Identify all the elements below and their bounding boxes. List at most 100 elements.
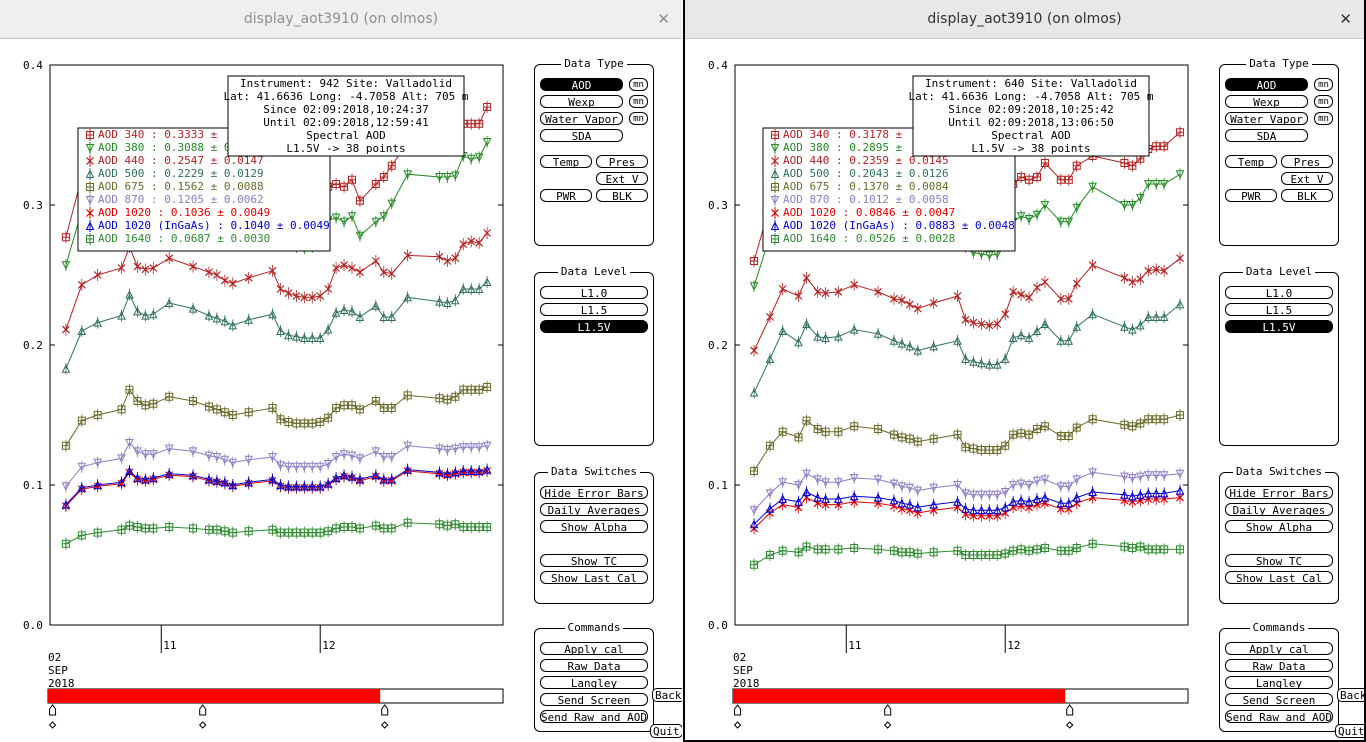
pres-button[interactable]: Pres: [1281, 155, 1333, 168]
data-point: [348, 401, 356, 410]
data-point: [850, 280, 859, 289]
data-point: [435, 467, 444, 477]
pwr-button[interactable]: PWR: [540, 189, 592, 202]
show-alpha-button[interactable]: Show Alpha: [540, 520, 648, 533]
level-l15[interactable]: L1.5: [1225, 303, 1333, 316]
aod-mn-button[interactable]: mn: [629, 78, 648, 91]
send-screen-button[interactable]: Send Screen: [540, 693, 648, 706]
back-button[interactable]: Back: [652, 688, 682, 702]
series-line: [753, 257, 1181, 351]
level-l10[interactable]: L1.0: [540, 286, 648, 299]
show-last-cal-button[interactable]: Show Last Cal: [1225, 571, 1333, 584]
data-point: [244, 273, 253, 282]
wexp-mn-button[interactable]: mn: [1314, 95, 1333, 108]
data-point: [284, 330, 293, 340]
window-titlebar[interactable]: display_aot3910 (on olmos) ✕: [0, 0, 682, 39]
send-raw-and-aod-button[interactable]: Send Raw and AOD: [540, 710, 648, 723]
temp-button[interactable]: Temp: [540, 155, 592, 168]
apply-cal-button[interactable]: Apply cal: [1225, 642, 1333, 655]
hide-error-bars-button[interactable]: Hide Error Bars: [1225, 486, 1333, 499]
show-last-cal-button[interactable]: Show Last Cal: [540, 571, 648, 584]
data-point: [459, 523, 468, 531]
data-point: [61, 261, 71, 270]
show-tc-button[interactable]: Show TC: [1225, 554, 1333, 567]
data-point: [332, 404, 341, 412]
wexp-mn-button[interactable]: mn: [629, 95, 648, 108]
hide-error-bars-button[interactable]: Hide Error Bars: [540, 486, 648, 499]
quit-button[interactable]: Quit: [1335, 724, 1364, 738]
window-titlebar[interactable]: display_aot3910 (on olmos) ✕: [685, 0, 1364, 39]
data-point: [794, 433, 803, 442]
data-point: [164, 444, 174, 454]
data-point: [897, 338, 907, 348]
water-vapor-mn-button[interactable]: mn: [1314, 112, 1333, 125]
window-title: display_aot3910 (on olmos): [243, 11, 439, 27]
data-point: [1032, 476, 1042, 486]
water-vapor-mn-button[interactable]: mn: [629, 112, 648, 125]
data-point: [821, 427, 830, 436]
wexp-button[interactable]: Wexp: [540, 95, 623, 108]
level-l10[interactable]: L1.0: [1225, 286, 1333, 299]
y-tick-label: 0.2: [708, 339, 728, 352]
apply-cal-button[interactable]: Apply cal: [540, 642, 648, 655]
langley-button[interactable]: Langley: [1225, 676, 1333, 689]
level-l15v[interactable]: L1.5V: [540, 320, 648, 333]
blk-button[interactable]: BLK: [596, 189, 648, 202]
data-point: [1072, 203, 1082, 213]
pwr-button[interactable]: PWR: [1225, 189, 1277, 202]
data-point: [323, 478, 333, 488]
data-point: [1064, 482, 1074, 492]
data-point: [1040, 544, 1049, 552]
show-tc-button[interactable]: Show TC: [540, 554, 648, 567]
ext-v-button[interactable]: Ext V: [1281, 172, 1333, 185]
data-point: [905, 300, 914, 309]
daily-averages-button[interactable]: Daily Averages: [1225, 503, 1333, 516]
raw-data-button[interactable]: Raw Data: [1225, 659, 1333, 672]
pres-button[interactable]: Pres: [596, 155, 648, 168]
close-icon[interactable]: ✕: [657, 10, 670, 28]
sda-button[interactable]: SDA: [540, 129, 623, 142]
data-point: [451, 254, 460, 263]
data-switches-panel: Data Switches Hide Error Bars Daily Averag…: [1219, 465, 1339, 604]
info-line: Spectral AOD: [991, 129, 1070, 142]
water-vapor-button[interactable]: Water Vapor: [540, 112, 623, 125]
blk-button[interactable]: BLK: [1281, 189, 1333, 202]
data-point: [268, 309, 277, 319]
temp-button[interactable]: Temp: [1225, 155, 1277, 168]
water-vapor-button[interactable]: Water Vapor: [1225, 112, 1308, 125]
data-point: [1128, 422, 1137, 431]
data-point: [331, 473, 341, 482]
back-button[interactable]: Back: [1337, 688, 1364, 702]
data-point: [244, 408, 253, 417]
aod-button[interactable]: AOD: [540, 78, 623, 91]
level-l15v[interactable]: L1.5V: [1225, 320, 1333, 333]
x-tick-label: 11: [848, 639, 861, 652]
data-point: [268, 525, 277, 534]
level-l15[interactable]: L1.5: [540, 303, 648, 316]
langley-button[interactable]: Langley: [540, 676, 648, 689]
data-point: [1056, 498, 1066, 508]
quit-button[interactable]: Quit: [650, 724, 682, 738]
data-point: [268, 266, 277, 275]
data-point: [292, 292, 301, 300]
aod-mn-button[interactable]: mn: [1314, 78, 1333, 91]
close-icon[interactable]: ✕: [1339, 10, 1352, 28]
raw-data-button[interactable]: Raw Data: [540, 659, 648, 672]
send-raw-and-aod-button[interactable]: Send Raw and AOD: [1225, 710, 1333, 723]
wexp-button[interactable]: Wexp: [1225, 95, 1308, 108]
data-point: [1072, 544, 1081, 552]
data-point: [1072, 161, 1081, 170]
data-point: [331, 308, 341, 317]
ext-v-button[interactable]: Ext V: [596, 172, 648, 185]
data-point: [890, 294, 898, 303]
aod-button[interactable]: AOD: [1225, 78, 1308, 91]
data-point: [889, 546, 898, 555]
daily-averages-button[interactable]: Daily Averages: [540, 503, 648, 516]
data-point: [765, 504, 775, 513]
sda-button[interactable]: SDA: [1225, 129, 1308, 142]
send-screen-button[interactable]: Send Screen: [1225, 693, 1333, 706]
data-point: [387, 312, 397, 321]
data-point: [435, 444, 444, 454]
show-alpha-button[interactable]: Show Alpha: [1225, 520, 1333, 533]
data-point: [165, 254, 174, 263]
